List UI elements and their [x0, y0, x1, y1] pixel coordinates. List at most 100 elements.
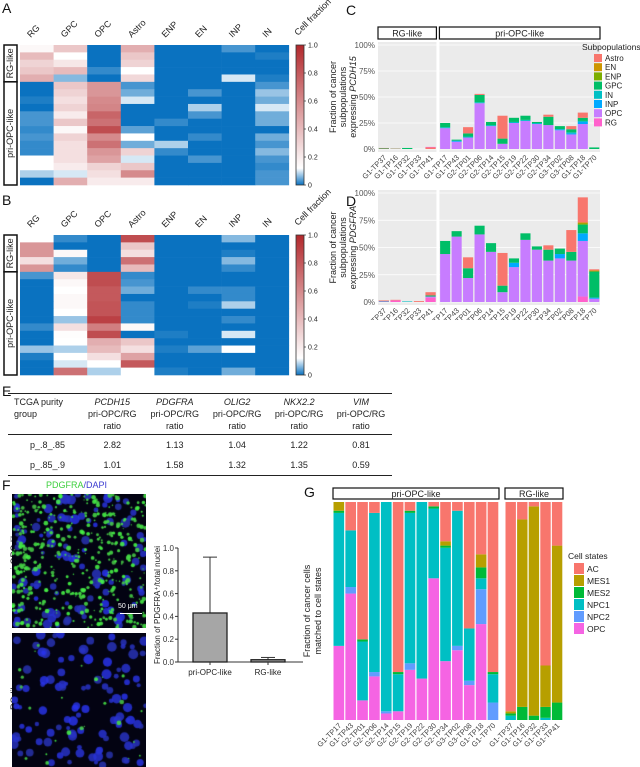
- bar-segment-en: [589, 270, 600, 272]
- colorbar: [295, 44, 305, 186]
- bar-segment-opc: [333, 645, 345, 720]
- heatmap-cell: [53, 242, 88, 251]
- heatmap-cell: [20, 170, 54, 178]
- heatmap-cell: [53, 286, 88, 295]
- heatmap-cell: [20, 257, 54, 265]
- bar-segment-gpc: [508, 117, 520, 122]
- heatmap-cell: [188, 81, 222, 90]
- bar-segment-in: [474, 102, 485, 104]
- bar-segment-ac: [505, 502, 516, 712]
- bar-segment-gpc: [543, 116, 554, 126]
- scale-bar-label: 50 μm: [118, 603, 138, 610]
- heatmap-cell: [87, 249, 122, 258]
- bar-segment-opc: [520, 120, 531, 149]
- bar-segment-gpc: [463, 268, 474, 279]
- bar-segment-mes1: [440, 541, 451, 546]
- facet-strip-label: RG-like: [392, 29, 422, 39]
- heatmap-cell: [255, 81, 290, 90]
- heatmap-cell: [154, 52, 189, 61]
- y-tick-label: 0.8: [163, 567, 175, 576]
- bar-segment-mes2: [528, 715, 540, 720]
- heatmap-cell: [20, 352, 54, 361]
- column-label: Astro: [126, 207, 148, 229]
- column-label: RG: [25, 213, 42, 230]
- x-tick-label: pri-OPC-like: [188, 668, 232, 677]
- legend-swatch-npc1: [574, 599, 584, 610]
- bar-segment-mes2: [357, 639, 368, 642]
- table-header-cell: OLIG2 pri-OPC/RG ratio: [206, 394, 268, 435]
- bar-segment-opc: [475, 624, 487, 720]
- heatmap-cell: [87, 279, 122, 287]
- heatmap-cell: [120, 74, 155, 83]
- heatmap-cell: [255, 271, 290, 280]
- bar-segment-mes2: [404, 510, 416, 513]
- legend-swatch-inp: [594, 100, 602, 108]
- panel-label-b: B: [2, 192, 12, 208]
- panel-label-d: D: [346, 193, 357, 209]
- title-dapi: DAPI: [86, 480, 108, 490]
- bar-segment-ac: [528, 502, 540, 507]
- heatmap-cell: [20, 316, 54, 324]
- heatmap-cell: [87, 338, 122, 346]
- colorbar-tick-label: 0: [308, 183, 312, 190]
- heatmap-cell: [255, 264, 290, 273]
- bar-segment-mes2: [487, 672, 499, 675]
- legend-label-astro: Astro: [605, 54, 624, 63]
- bar-segment-astro: [425, 147, 436, 149]
- bar-segment-gpc: [451, 231, 462, 237]
- heatmap-cell: [53, 338, 88, 346]
- bar-segment-ac: [540, 502, 551, 666]
- heatmap-a: RG GPC OPC Astro ENP EN INP IN RG-like pri-OPC-li…: [3, 0, 333, 190]
- legend-swatch-opc: [574, 623, 584, 634]
- heatmap-cell: [255, 155, 290, 164]
- bar-segment-in: [440, 127, 451, 129]
- heatmap-cell: [53, 308, 88, 317]
- heatmap-cell: [154, 360, 189, 368]
- gene-name: OLIG2: [223, 397, 251, 407]
- heatmap-cell: [53, 103, 88, 112]
- bar-segment-ac: [369, 502, 380, 513]
- heatmap-cell: [120, 96, 155, 105]
- heatmap-cell: [154, 367, 189, 376]
- bar-segment-ac: [404, 502, 416, 511]
- heatmap-cell: [120, 45, 155, 53]
- heatmap-cell: [255, 133, 290, 142]
- bar-segment-enp: [577, 223, 588, 225]
- heatmap-cell: [120, 235, 155, 243]
- heatmap-cell: [87, 67, 122, 75]
- heatmap-cell: [188, 89, 222, 97]
- bar-segment-npc1: [463, 628, 475, 681]
- legend-swatch-npc2: [574, 611, 584, 622]
- heatmap-cell: [188, 133, 222, 142]
- heatmap-cell: [120, 279, 155, 287]
- bar-segment-npc2: [404, 663, 416, 670]
- bar-segment-npc2: [380, 711, 392, 714]
- heatmap-cell: [255, 301, 290, 309]
- heatmap-cell: [87, 323, 122, 332]
- bar-segment-inp: [451, 140, 462, 142]
- heatmap-cell: [87, 126, 122, 134]
- heatmap-cell: [221, 330, 256, 339]
- heatmap-cell: [20, 74, 54, 83]
- bar-segment-astro: [566, 230, 577, 252]
- bar-segment-opc: [543, 260, 554, 302]
- legend-label-mes1: MES1: [587, 576, 610, 586]
- bar-segment-npc1: [345, 530, 357, 588]
- heatmap-b: RG GPC OPC Astro ENP EN INP IN RG-like pri-OPC-li…: [3, 190, 333, 380]
- heatmap-cell: [53, 177, 88, 186]
- heatmap-cell: [255, 52, 290, 61]
- heatmap-cell: [87, 330, 122, 339]
- bar-segment-opc: [520, 239, 531, 302]
- heatmap-cell: [120, 170, 155, 178]
- bar-segment-opc: [497, 143, 508, 149]
- y-axis-label: Fraction of cancer cells matched to cell …: [302, 564, 323, 657]
- heatmap-cell: [20, 126, 54, 134]
- legend-label-npc2: NPC2: [587, 612, 610, 622]
- y-tick-label: 25%: [359, 271, 375, 280]
- bar-segment-inp: [566, 133, 577, 135]
- column-label: IN: [260, 216, 273, 229]
- purity-group-cell: p_.85_.9: [30, 460, 66, 470]
- bar-segment-inp: [577, 233, 588, 241]
- heatmap-cell: [154, 170, 189, 178]
- heatmap-cell: [87, 162, 122, 171]
